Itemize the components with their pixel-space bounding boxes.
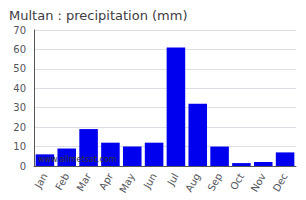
svg-text:70: 70 xyxy=(13,25,26,36)
svg-text:50: 50 xyxy=(13,63,26,74)
svg-text:10: 10 xyxy=(13,141,26,152)
svg-text:Nov: Nov xyxy=(249,171,268,193)
svg-text:Mar: Mar xyxy=(74,170,93,193)
svg-text:Jan: Jan xyxy=(32,171,50,191)
svg-text:Oct: Oct xyxy=(228,171,246,192)
svg-text:Multan : precipitation (mm): Multan : precipitation (mm) xyxy=(9,8,188,23)
svg-text:May: May xyxy=(117,171,137,194)
svg-text:Sep: Sep xyxy=(205,171,224,193)
svg-text:Feb: Feb xyxy=(53,171,71,192)
svg-text:40: 40 xyxy=(13,83,26,94)
svg-text:Apr: Apr xyxy=(97,170,116,191)
svg-text:www.allmetsat.com: www.allmetsat.com xyxy=(38,155,117,164)
svg-text:60: 60 xyxy=(13,44,26,55)
svg-text:Dec: Dec xyxy=(271,171,290,193)
svg-text:20: 20 xyxy=(13,122,26,133)
svg-text:Jul: Jul xyxy=(165,171,181,188)
svg-text:30: 30 xyxy=(13,102,26,113)
svg-text:Aug: Aug xyxy=(183,171,202,193)
svg-text:0: 0 xyxy=(20,161,26,172)
svg-text:Jun: Jun xyxy=(141,171,159,191)
